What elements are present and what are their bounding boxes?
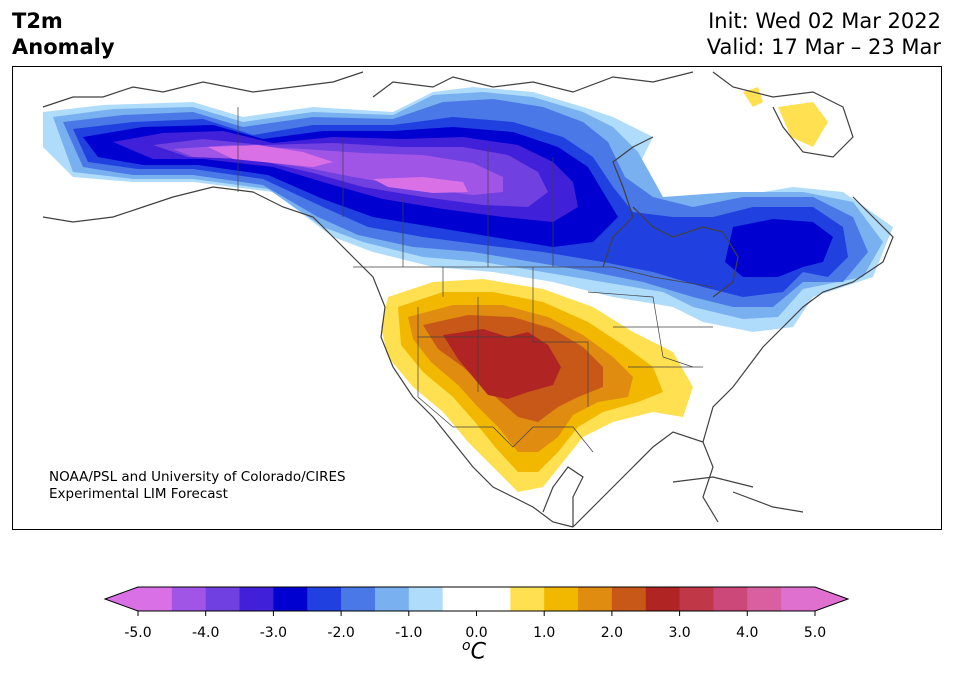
title-line-1: T2m: [12, 9, 63, 33]
colorbar-tick-label: -3.0: [260, 625, 287, 641]
colorbar-swatches: [138, 587, 816, 611]
colorbar-swatch: [578, 587, 613, 611]
credit-line-1: NOAA/PSL and University of Colorado/CIRE…: [49, 469, 346, 485]
colorbar-swatch: [138, 587, 173, 611]
colorbar-tick-label: 0.0: [465, 625, 487, 641]
colorbar-swatch: [205, 587, 241, 611]
colorbar-swatch: [442, 587, 478, 611]
colorbar-swatch: [307, 587, 342, 611]
data-credit: NOAA/PSL and University of Colorado/CIRE…: [49, 469, 346, 503]
colorbar-tick-label: 5.0: [804, 625, 826, 641]
colorbar-tick-label: -1.0: [395, 625, 422, 641]
colorbar-tick-label: -2.0: [327, 625, 354, 641]
colorbar-swatch: [713, 587, 748, 611]
anomaly-map: [42, 71, 894, 528]
colorbar-swatch: [747, 587, 782, 611]
political-borders: [237, 107, 714, 453]
cold-contour-4-5: [208, 145, 333, 167]
colorbar-unit-label: oC: [462, 638, 486, 664]
colorbar-swatch: [611, 587, 647, 611]
colorbar-tick-label: 4.0: [736, 625, 758, 641]
cold-contour-4-5-b: [373, 177, 468, 193]
warm-fill-southeast: [743, 87, 763, 107]
colorbar-swatch: [341, 587, 376, 611]
cold-anomaly-field: [43, 87, 893, 332]
colorbar-tick-label: 2.0: [601, 625, 623, 641]
colorbar-swatch: [171, 587, 207, 611]
init-date: Init: Wed 02 Mar 2022: [708, 9, 941, 33]
colorbar-extend-low: [105, 587, 138, 611]
colorbar-tick-label: -4.0: [192, 625, 219, 641]
map-panel[interactable]: NOAA/PSL and University of Colorado/CIRE…: [12, 66, 942, 530]
coastlines: [42, 71, 894, 528]
colorbar-swatch: [374, 587, 410, 611]
colorbar-swatch: [408, 587, 444, 611]
warm-contour-2-5: [443, 329, 561, 399]
valid-date: Valid: 17 Mar – 23 Mar: [706, 35, 941, 59]
colorbar-extend-high: [815, 587, 848, 611]
unit-letter: C: [470, 639, 486, 665]
cold-contour-2-5-east: [725, 219, 833, 277]
title-line-2: Anomaly: [12, 35, 115, 59]
colorbar-tick-label: -5.0: [124, 625, 151, 641]
colorbar-swatch: [679, 587, 715, 611]
map-title: T2m Anomaly: [12, 8, 115, 60]
unit-degree: o: [462, 638, 471, 654]
colorbar-swatch: [645, 587, 681, 611]
colorbar-ticks: -5.0 -4.0 -3.0 -2.0 -1.0 0.0 1.0 2.0 3.0 4.0 5.0: [124, 611, 826, 641]
colorbar-swatch: [510, 587, 545, 611]
colorbar-swatch: [239, 587, 274, 611]
colorbar-swatch: [476, 587, 511, 611]
colorbar-swatch: [781, 587, 816, 611]
colorbar-swatch: [273, 587, 308, 611]
credit-line-2: Experimental LIM Forecast: [49, 486, 228, 502]
colorbar-swatch: [544, 587, 579, 611]
colorbar-tick-label: 3.0: [668, 625, 690, 641]
forecast-dates: Init: Wed 02 Mar 2022 Valid: 17 Mar – 23…: [707, 8, 941, 60]
colorbar-tick-label: 1.0: [533, 625, 555, 641]
